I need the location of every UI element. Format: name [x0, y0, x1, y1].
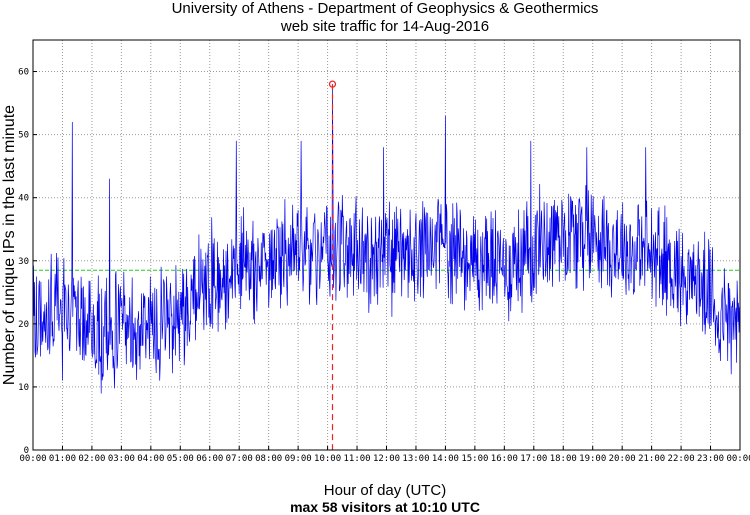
y-tick-label: 0 [24, 446, 29, 456]
x-tick-label: 08:00 [255, 454, 282, 464]
y-tick-label: 40 [18, 194, 29, 204]
chart-subtitle: web site traffic for 14-Aug-2016 [280, 18, 489, 35]
y-tick-label: 60 [18, 68, 29, 78]
x-tick-label: 07:00 [226, 454, 253, 464]
grid [33, 40, 740, 450]
x-tick-label: 09:00 [285, 454, 312, 464]
x-axis-label: Hour of day (UTC) [324, 482, 447, 499]
x-tick-label: 02:00 [78, 454, 105, 464]
y-axis-label: Number of unique IPs in the last minute [1, 105, 18, 385]
traffic-series-line [32, 84, 740, 394]
x-tick-label: 10:00 [314, 454, 341, 464]
y-ticks: 0 10 20 30 40 50 60 [18, 68, 37, 456]
x-tick-label: 06:00 [196, 454, 223, 464]
max-marker [328, 80, 337, 450]
x-tick-label: 14:00 [432, 454, 459, 464]
max-point-marker [328, 80, 337, 88]
max-summary-label: max 58 visitors at 10:10 UTC [290, 499, 480, 515]
plot-series [32, 84, 740, 394]
x-tick-label: 19:00 [579, 454, 606, 464]
y-tick-label: 20 [18, 320, 29, 330]
x-tick-label: 15:00 [461, 454, 488, 464]
x-tick-label: 17:00 [520, 454, 547, 464]
x-tick-label: 00:00 [726, 454, 750, 464]
x-tick-label: 23:00 [697, 454, 724, 464]
chart-title: University of Athens - Department of Geo… [172, 0, 599, 17]
x-tick-label: 20:00 [609, 454, 636, 464]
x-tick-label: 21:00 [638, 454, 665, 464]
x-tick-label: 00:00 [19, 454, 46, 464]
x-tick-label: 04:00 [137, 454, 164, 464]
y-tick-label: 30 [18, 257, 29, 267]
x-tick-label: 13:00 [402, 454, 429, 464]
x-tick-label: 03:00 [108, 454, 135, 464]
y-tick-label: 10 [18, 383, 29, 393]
x-tick-label: 12:00 [373, 454, 400, 464]
y-tick-label: 50 [18, 131, 29, 141]
x-tick-label: 01:00 [49, 454, 76, 464]
x-tick-label: 11:00 [343, 454, 370, 464]
x-tick-label: 18:00 [550, 454, 577, 464]
x-ticks: 00:00 01:00 02:00 03:00 04:00 05:00 06:00 07:00… [19, 446, 750, 464]
x-tick-label: 05:00 [167, 454, 194, 464]
x-tick-label: 16:00 [491, 454, 518, 464]
x-tick-label: 22:00 [668, 454, 695, 464]
